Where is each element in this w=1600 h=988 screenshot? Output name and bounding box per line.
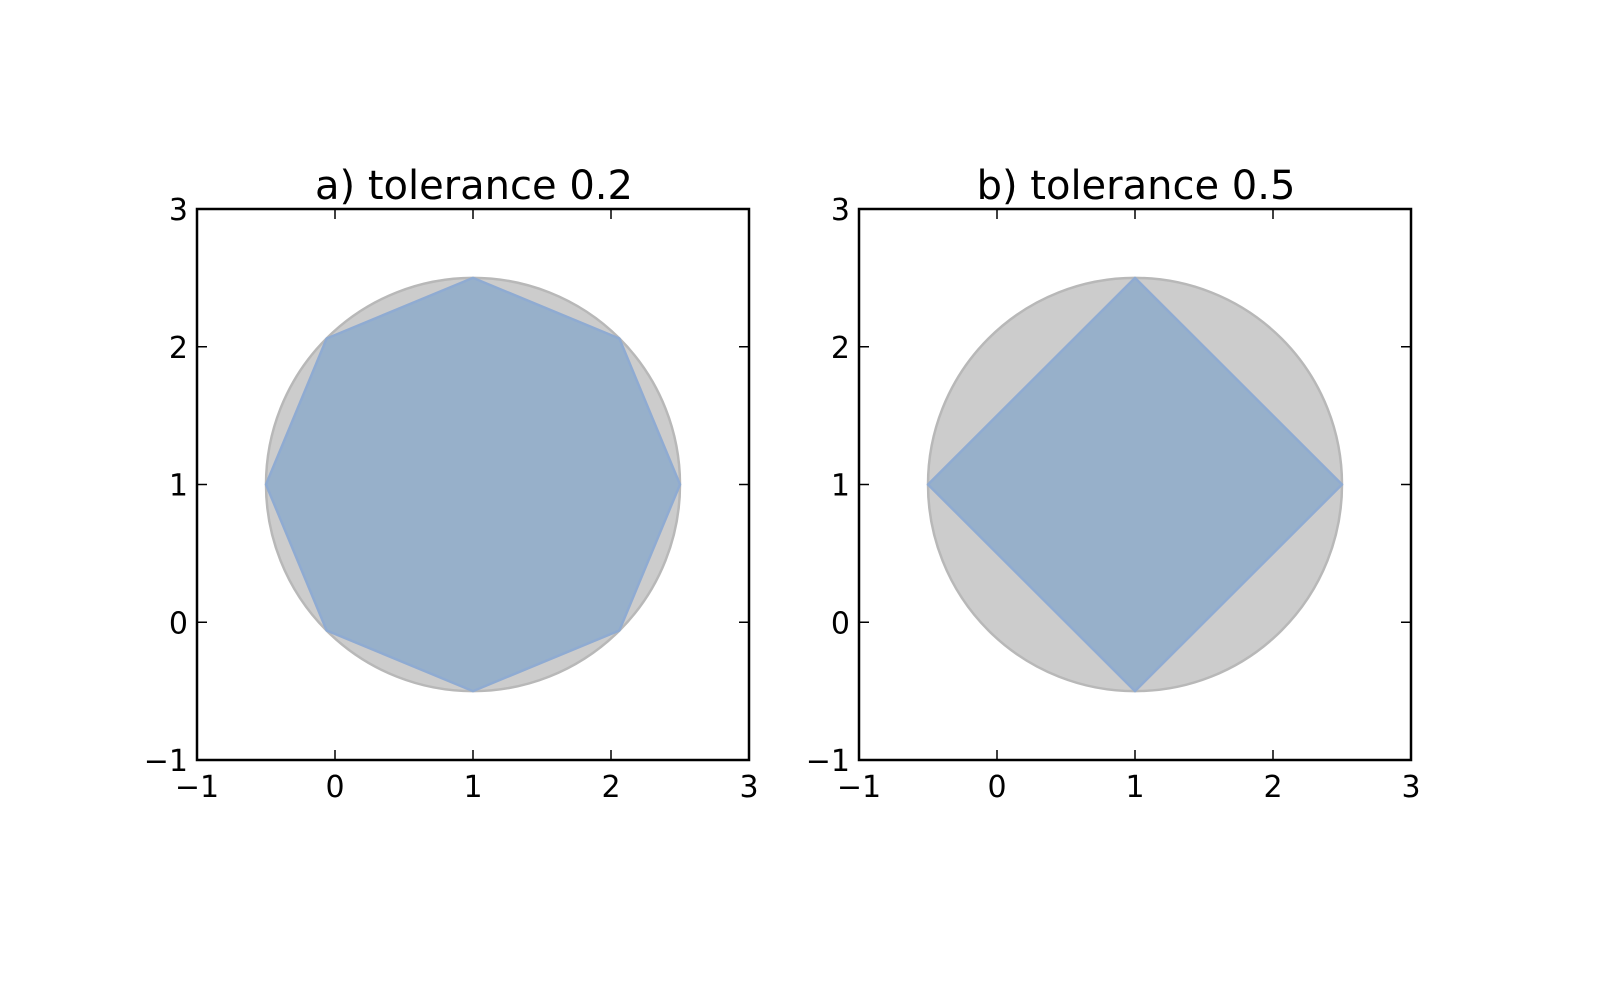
subplot-a-polygon: [264, 276, 682, 693]
subplot-b-ytick-label: 1: [831, 469, 850, 504]
subplot-b: b) tolerance 0.5 −1 0 1 2 3 −1 0 1 2 3: [806, 163, 1421, 805]
subplot-b-title: b) tolerance 0.5: [977, 163, 1296, 209]
subplot-b-xtick-label: 0: [987, 770, 1006, 805]
subplot-a-title: a) tolerance 0.2: [315, 163, 633, 209]
subplot-a-xtick-label: 3: [739, 770, 758, 805]
subplot-a: a) tolerance 0.2 −1 0 1 2 3 −1 0 1 2 3: [144, 163, 759, 805]
subplot-b-ytick-label: 2: [831, 331, 850, 366]
subplot-a-xtick-label: 0: [325, 770, 344, 805]
subplot-a-ytick-label: 1: [169, 469, 188, 504]
subplot-b-xtick-label: 1: [1125, 770, 1144, 805]
subplot-b-ytick-label: −1: [806, 744, 850, 779]
subplot-a-ytick-label: 0: [169, 606, 188, 641]
subplot-b-polygon: [926, 276, 1344, 693]
subplot-a-ytick-label: −1: [144, 744, 188, 779]
subplot-b-ytick-label: 0: [831, 606, 850, 641]
subplot-b-xtick-label: 2: [1263, 770, 1282, 805]
subplot-a-xtick-label: 1: [463, 770, 482, 805]
subplot-a-ytick-label: 3: [169, 193, 188, 228]
subplot-a-xtick-label: −1: [175, 770, 219, 805]
subplot-b-xtick-label: −1: [837, 770, 881, 805]
subplot-b-xtick-label: 3: [1401, 770, 1420, 805]
subplot-b-ytick-label: 3: [831, 193, 850, 228]
subplot-a-xtick-label: 2: [601, 770, 620, 805]
subplot-a-ytick-label: 2: [169, 331, 188, 366]
